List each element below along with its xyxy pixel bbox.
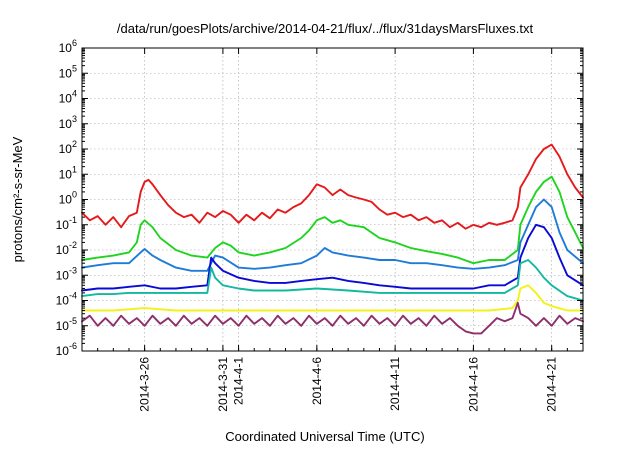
y-tick-label: 102 bbox=[59, 139, 77, 156]
y-tick-label: 10-2 bbox=[56, 240, 77, 257]
y-axis-label: protons/cm²-s-sr-MeV bbox=[10, 136, 25, 262]
x-tick-label: 2014-4-21 bbox=[545, 357, 559, 412]
y-tick-label: 103 bbox=[59, 114, 77, 131]
chart-title: /data/run/goesPlots/archive/2014-04-21/f… bbox=[117, 21, 534, 36]
series-line-5 bbox=[81, 259, 584, 302]
y-tick-label: 10-4 bbox=[56, 291, 77, 308]
series-line-7 bbox=[81, 301, 584, 335]
y-tick-label: 105 bbox=[59, 63, 77, 80]
series-line-1 bbox=[81, 143, 584, 230]
y-tick-label: 10-6 bbox=[56, 341, 77, 358]
series-line-6 bbox=[81, 284, 584, 312]
x-tick-label: 2014-4-16 bbox=[466, 357, 480, 412]
y-tick-label: 10-5 bbox=[56, 316, 77, 333]
x-tick-label: 2014-4-11 bbox=[388, 357, 402, 411]
x-tick-label: 2014-3-26 bbox=[138, 357, 152, 412]
x-tick-label: 2014-4-6 bbox=[310, 357, 324, 405]
series-line-2 bbox=[81, 175, 584, 265]
x-axis: 2014-3-26 2014-3-31 2014-4-1 2014-4-6 2014-4… bbox=[81, 48, 584, 412]
x-tick-label: 2014-4-1 bbox=[232, 357, 246, 405]
x-tick-label: 2014-3-31 bbox=[216, 357, 230, 412]
y-tick-label: 10-3 bbox=[56, 265, 77, 282]
y-tick-label: 104 bbox=[59, 89, 77, 106]
y-tick-label: 106 bbox=[59, 38, 77, 55]
x-axis-label: Coordinated Universal Time (UTC) bbox=[225, 429, 424, 444]
y-tick-label: 100 bbox=[59, 190, 77, 207]
series-line-4 bbox=[81, 223, 584, 292]
y-tick-label: 10-1 bbox=[56, 215, 77, 232]
y-axis: 10-6 10-5 10-4 10-3 10-2 10-1 100 101 102 103 104 1… bbox=[56, 38, 583, 358]
series-line-3 bbox=[81, 198, 584, 272]
series-layer bbox=[81, 143, 584, 335]
y-tick-label: 101 bbox=[59, 164, 77, 181]
